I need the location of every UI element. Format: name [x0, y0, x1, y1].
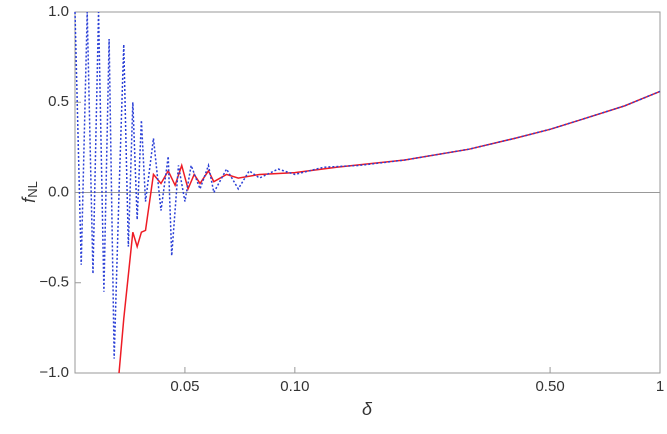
x-axis-label: δ [362, 399, 373, 419]
series-line [118, 90, 661, 374]
x-tick-label: 1 [656, 378, 664, 395]
y-axis-label-main: f [19, 196, 39, 203]
y-tick-label: 1.0 [48, 3, 69, 20]
series-line [74, 11, 661, 359]
y-tick-label: −1.0 [39, 364, 69, 381]
y-tick-label: 0.5 [48, 93, 69, 110]
x-tick-label: 0.50 [535, 378, 564, 395]
y-axis-label: fNL [19, 181, 41, 203]
y-tick-label: 0.0 [48, 183, 69, 200]
y-tick-label: −0.5 [39, 274, 69, 291]
x-tick-label: 0.05 [170, 378, 199, 395]
y-axis-label-sub: NL [25, 181, 40, 198]
x-tick-label: 0.10 [280, 378, 309, 395]
